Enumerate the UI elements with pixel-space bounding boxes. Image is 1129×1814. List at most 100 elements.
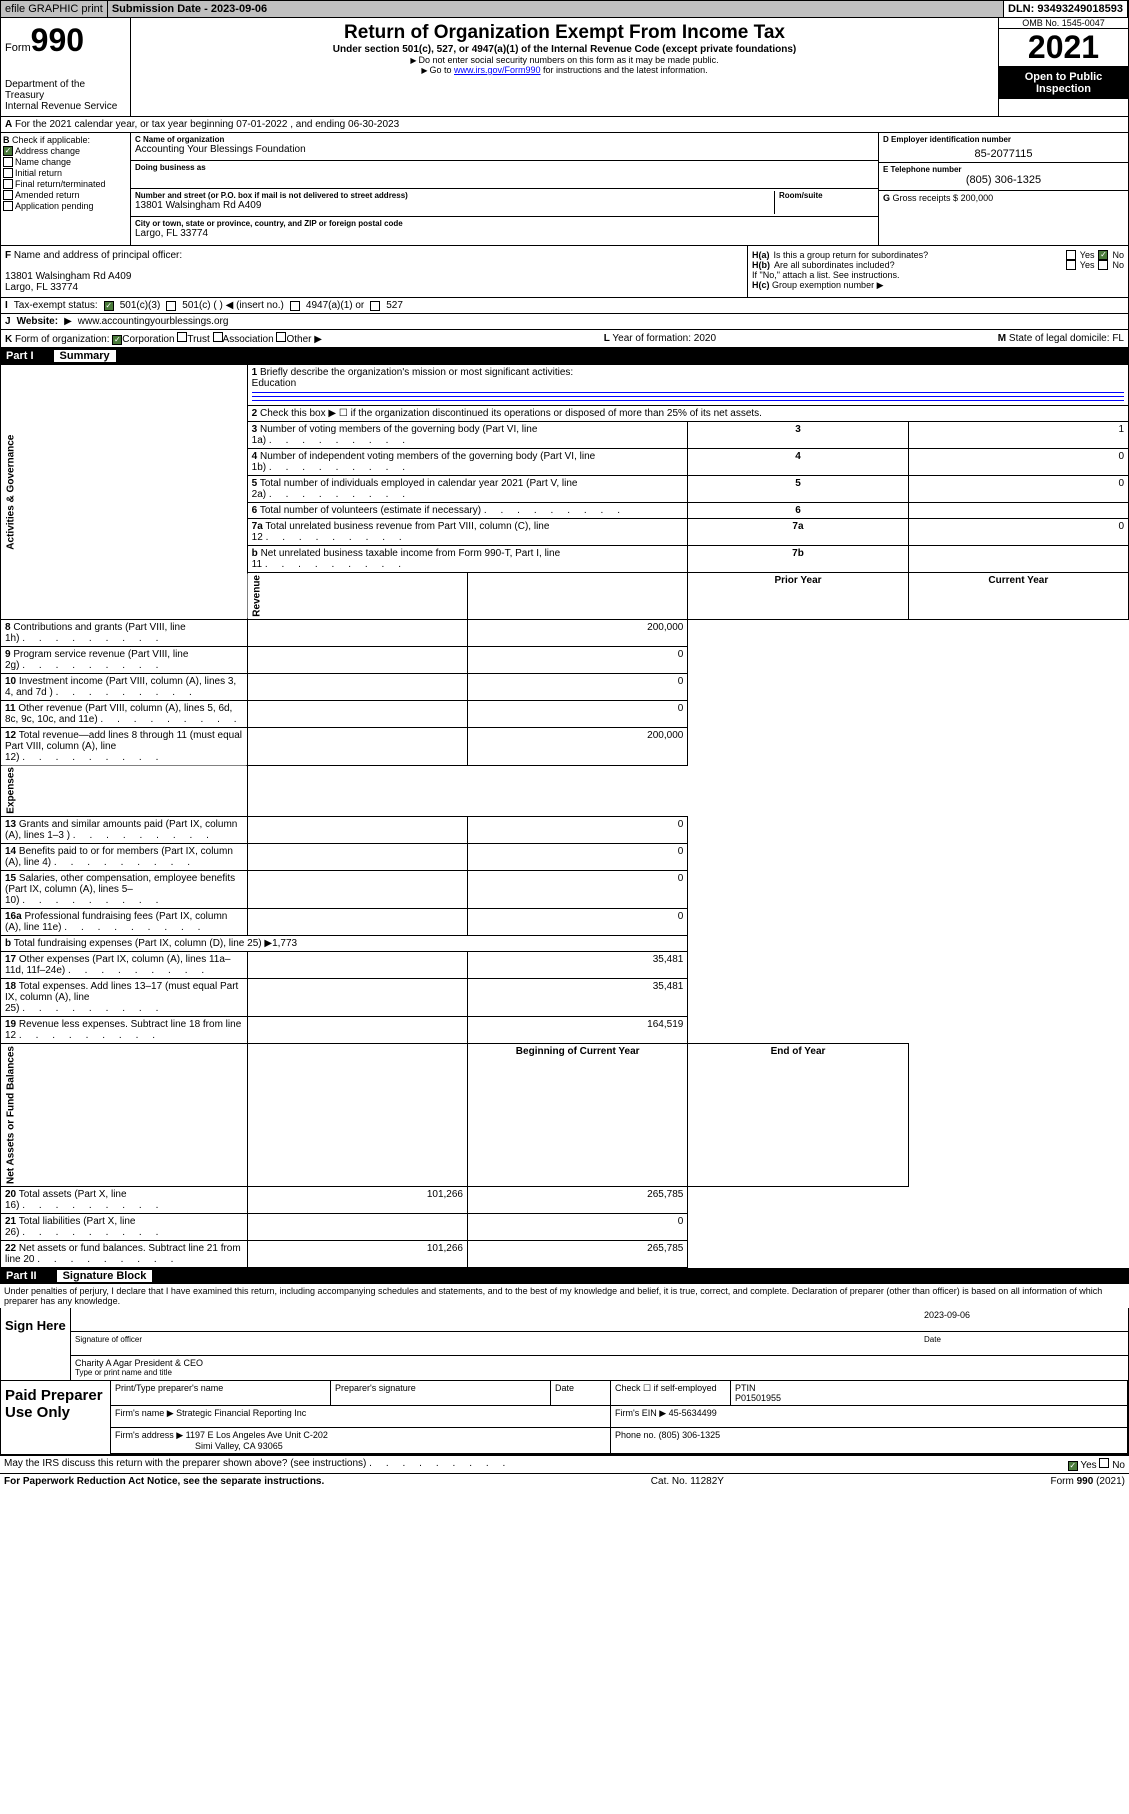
netassets-row: 20 Total assets (Part X, line 16)101,266… [1, 1187, 1129, 1214]
footer: For Paperwork Reduction Act Notice, see … [0, 1473, 1129, 1489]
chk-501c3[interactable] [104, 301, 114, 311]
hb-text: Are all subordinates included? [774, 260, 1062, 270]
chk-address-change[interactable] [3, 146, 13, 156]
e-label: E Telephone number [883, 165, 1124, 174]
expense-row: 15 Salaries, other compensation, employe… [1, 871, 1129, 909]
declaration: Under penalties of perjury, I declare th… [0, 1284, 1129, 1308]
efile-print-button[interactable]: efile GRAPHIC print [1, 1, 108, 17]
state-domicile: FL [1112, 333, 1124, 344]
city-label: City or town, state or province, country… [135, 219, 874, 228]
goto-pre: Go to [430, 65, 455, 75]
expense-row: 16a Professional fundraising fees (Part … [1, 909, 1129, 936]
topbar: efile GRAPHIC print Submission Date - 20… [0, 0, 1129, 18]
f-text: Name and address of principal officer: [14, 250, 182, 261]
chk-amended[interactable] [3, 190, 13, 200]
ha-label: H(a) [752, 250, 770, 260]
row-i: ITax-exempt status: 501(c)(3) 501(c) ( )… [0, 298, 1129, 314]
street-address: 13801 Walsingham Rd A409 [135, 200, 774, 211]
hb-yes[interactable] [1066, 260, 1076, 270]
addr-label: Number and street (or P.O. box if mail i… [135, 191, 774, 200]
ha-yes[interactable] [1066, 250, 1076, 260]
cat-no: Cat. No. 11282Y [651, 1476, 724, 1487]
revenue-row: 11 Other revenue (Part VIII, column (A),… [1, 700, 1129, 727]
form-subtitle: Under section 501(c), 527, or 4947(a)(1)… [135, 44, 994, 55]
summary-table: Activities & Governance 1 Briefly descri… [0, 364, 1129, 1268]
hb-note: If "No," attach a list. See instructions… [752, 270, 1124, 280]
side-expenses: Expenses [1, 765, 248, 817]
hc-label: H(c) [752, 280, 770, 290]
q1-value: Education [252, 378, 296, 389]
expense-row: 17 Other expenses (Part IX, column (A), … [1, 952, 1129, 979]
chk-label: Final return/terminated [15, 179, 106, 189]
chk-final-return[interactable] [3, 179, 13, 189]
netassets-row: 21 Total liabilities (Part X, line 26)0 [1, 1214, 1129, 1241]
expense-row: b Total fundraising expenses (Part IX, c… [1, 936, 1129, 952]
irs-link[interactable]: www.irs.gov/Form990 [454, 65, 541, 75]
chk-trust[interactable] [177, 332, 187, 342]
form-header: Form990 Department of the Treasury Inter… [0, 18, 1129, 117]
chk-assoc[interactable] [213, 332, 223, 342]
chk-name-change[interactable] [3, 157, 13, 167]
part2-header: Part IISignature Block [0, 1268, 1129, 1284]
current-year-hdr: Current Year [908, 573, 1128, 620]
chk-corp[interactable] [112, 335, 122, 345]
netassets-row: 22 Net assets or fund balances. Subtract… [1, 1241, 1129, 1268]
b-label: B [3, 135, 10, 145]
g-text: Gross receipts $ [893, 193, 959, 203]
c-label: C Name of organization [135, 135, 874, 144]
expense-row: 18 Total expenses. Add lines 13–17 (must… [1, 979, 1129, 1017]
chk-label: Amended return [15, 190, 80, 200]
chk-label: Application pending [15, 201, 94, 211]
sign-here-block: Sign Here 2023-09-06 Signature of office… [0, 1308, 1129, 1381]
ptin-value: P01501955 [735, 1393, 781, 1403]
ha-no[interactable] [1098, 250, 1108, 260]
date-label: Date [924, 1335, 941, 1344]
b-text: Check if applicable: [12, 135, 90, 145]
firm-name-label: Firm's name ▶ [115, 1408, 174, 1418]
year-formation: 2020 [694, 333, 716, 344]
dln: DLN: 93493249018593 [1004, 1, 1128, 17]
phone: (805) 306-1325 [883, 174, 1124, 186]
eoy-hdr: End of Year [688, 1044, 908, 1187]
self-employed-label: Check ☐ if self-employed [611, 1381, 731, 1406]
paid-preparer-block: Paid Preparer Use Only Print/Type prepar… [0, 1381, 1129, 1455]
may-irs-no[interactable] [1099, 1458, 1109, 1468]
f-label: F [5, 250, 11, 261]
chk-527[interactable] [370, 301, 380, 311]
paid-preparer-label: Paid Preparer Use Only [1, 1381, 111, 1454]
form-prefix: Form [5, 42, 31, 54]
sig-officer-label: Signature of officer [75, 1335, 142, 1344]
side-netassets: Net Assets or Fund Balances [1, 1044, 248, 1187]
section-b-to-g: B Check if applicable: Address change Na… [0, 133, 1129, 246]
chk-label: Name change [15, 157, 71, 167]
firm-ein: 45-5634499 [669, 1408, 717, 1418]
chk-501c[interactable] [166, 301, 176, 311]
dept-treasury: Department of the Treasury [5, 79, 126, 101]
officer-addr1: 13801 Walsingham Rd A409 [5, 271, 743, 282]
revenue-row: 8 Contributions and grants (Part VIII, l… [1, 619, 1129, 646]
room-label: Room/suite [779, 191, 874, 200]
may-irs-text: May the IRS discuss this return with the… [4, 1458, 505, 1471]
name-title-label: Type or print name and title [75, 1368, 1124, 1377]
chk-other[interactable] [276, 332, 286, 342]
may-irs-yes[interactable] [1068, 1461, 1078, 1471]
chk-app-pending[interactable] [3, 201, 13, 211]
hb-no[interactable] [1098, 260, 1108, 270]
section-f-h: F Name and address of principal officer:… [0, 246, 1129, 298]
part1-header: Part ISummary [0, 348, 1129, 364]
chk-initial-return[interactable] [3, 168, 13, 178]
ein: 85-2077115 [883, 148, 1124, 160]
firm-phone: (805) 306-1325 [659, 1430, 721, 1440]
q1-label: Briefly describe the organization's miss… [260, 367, 573, 378]
firm-phone-label: Phone no. [615, 1430, 656, 1440]
d-label: D Employer identification number [883, 135, 1124, 144]
website: www.accountingyourblessings.org [78, 316, 229, 327]
g-label: G [883, 193, 890, 203]
form-ref: Form 990 (2021) [1051, 1476, 1125, 1487]
chk-4947[interactable] [290, 301, 300, 311]
row-a: A For the 2021 calendar year, or tax yea… [0, 117, 1129, 133]
chk-label: Address change [15, 146, 80, 156]
firm-ein-label: Firm's EIN ▶ [615, 1408, 666, 1418]
hb-label: H(b) [752, 260, 770, 270]
goto-post: for instructions and the latest informat… [541, 65, 708, 75]
